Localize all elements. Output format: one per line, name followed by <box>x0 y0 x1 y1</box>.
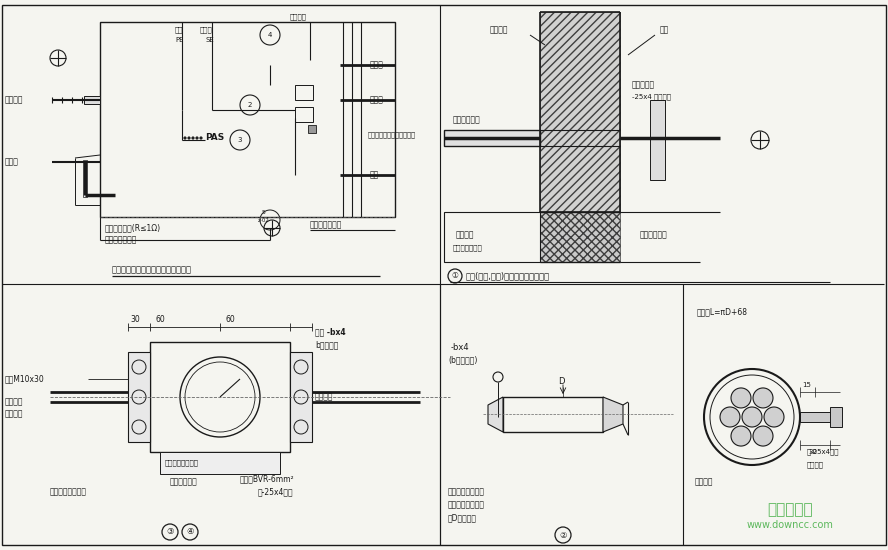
Circle shape <box>192 137 194 139</box>
Text: ②: ② <box>559 531 567 540</box>
Bar <box>800 412 840 422</box>
Text: 金属铠装电缆: 金属铠装电缆 <box>453 116 480 124</box>
Bar <box>540 212 620 262</box>
Circle shape <box>200 137 202 139</box>
Text: 或-25x4扁钢: 或-25x4扁钢 <box>258 487 294 497</box>
Polygon shape <box>603 397 623 432</box>
Text: 焊接或通过接地端子板连接: 焊接或通过接地端子板连接 <box>368 131 416 138</box>
Text: 可利用基础钢筋: 可利用基础钢筋 <box>105 235 138 245</box>
Text: 预埋套管: 预埋套管 <box>490 25 509 35</box>
Text: 螺栓M10x30: 螺栓M10x30 <box>5 375 44 383</box>
Bar <box>150 342 290 452</box>
Bar <box>84 96 100 104</box>
Circle shape <box>753 426 773 446</box>
Text: 抱箍 -bx4: 抱箍 -bx4 <box>315 327 345 337</box>
Circle shape <box>187 137 190 139</box>
Text: www.downcc.com: www.downcc.com <box>747 520 834 530</box>
Circle shape <box>195 137 198 139</box>
Text: （由工程选定）: （由工程选定） <box>453 245 483 251</box>
Bar <box>83 160 87 197</box>
Text: 4: 4 <box>268 32 273 38</box>
Text: (b由设计定): (b由设计定) <box>448 355 478 365</box>
Text: 浪涌过电压防护器: 浪涌过电压防护器 <box>165 460 199 466</box>
Text: 油管: 油管 <box>370 170 379 179</box>
Bar <box>650 100 665 180</box>
Text: 30: 30 <box>130 315 139 323</box>
Text: ④: ④ <box>186 527 194 536</box>
Text: 各种管线防雷等电位连接平面示意图: 各种管线防雷等电位连接平面示意图 <box>112 266 192 274</box>
Text: 计算机: 计算机 <box>200 27 213 34</box>
Text: 电缆(电力,信号)进户等电位连接做法: 电缆(电力,信号)进户等电位连接做法 <box>466 272 551 280</box>
Text: D: D <box>558 377 565 387</box>
Text: -25x4 镀锌扁钢: -25x4 镀锌扁钢 <box>632 94 671 100</box>
Text: ①: ① <box>452 272 458 280</box>
Text: b由设计定: b由设计定 <box>315 340 338 349</box>
Text: z-02: z-02 <box>258 217 270 223</box>
Bar <box>128 352 150 442</box>
Text: 预埋钢板: 预埋钢板 <box>456 230 474 239</box>
Polygon shape <box>488 397 503 432</box>
Circle shape <box>184 137 186 139</box>
Text: 圆抱箍L=πD+68: 圆抱箍L=πD+68 <box>697 307 748 316</box>
Circle shape <box>720 407 740 427</box>
Text: 5: 5 <box>262 210 266 215</box>
Bar <box>160 452 280 474</box>
Text: 接线鼻子: 接线鼻子 <box>5 398 23 406</box>
Text: 焊接: 焊接 <box>660 25 670 35</box>
Text: 计量表或阀门: 计量表或阀门 <box>170 477 198 487</box>
Text: 金属铠装电缆外皮: 金属铠装电缆外皮 <box>448 487 485 497</box>
Circle shape <box>764 407 784 427</box>
Bar <box>503 397 603 432</box>
Bar <box>444 212 540 262</box>
Text: 跨接线BVR-6mm²: 跨接线BVR-6mm² <box>240 475 295 483</box>
Circle shape <box>731 388 751 408</box>
Circle shape <box>742 407 762 427</box>
Bar <box>830 407 842 427</box>
Text: 接地连接线: 接地连接线 <box>632 80 655 90</box>
Text: 下水管: 下水管 <box>5 157 19 167</box>
Circle shape <box>731 426 751 446</box>
Text: 建筑物内部钢筋: 建筑物内部钢筋 <box>310 221 343 229</box>
Bar <box>444 130 540 146</box>
Text: 电缆芯线: 电缆芯线 <box>695 477 713 487</box>
Text: 3: 3 <box>238 137 242 143</box>
Bar <box>290 352 312 442</box>
Text: 电话: 电话 <box>175 27 184 34</box>
Text: ③: ③ <box>166 527 174 536</box>
Bar <box>295 85 313 100</box>
Text: 30: 30 <box>808 449 817 455</box>
Text: 由设计定: 由设计定 <box>5 410 23 419</box>
Text: -bx4: -bx4 <box>451 343 470 351</box>
Bar <box>100 22 395 217</box>
Bar <box>295 107 313 122</box>
Text: 或-25x4扁钢: 或-25x4扁钢 <box>807 449 839 455</box>
Text: 燃气管: 燃气管 <box>370 96 384 104</box>
Text: 金属管道: 金属管道 <box>315 393 334 402</box>
Text: 浪涌过电压防护器: 浪涌过电压防护器 <box>50 487 87 497</box>
Text: 15: 15 <box>802 382 811 388</box>
Text: （D－直径）: （D－直径） <box>448 514 477 522</box>
Text: 60: 60 <box>225 315 234 323</box>
Circle shape <box>753 388 773 408</box>
Text: 绿色资源网: 绿色资源网 <box>767 503 813 518</box>
Text: 电力电缆: 电力电缆 <box>5 96 23 104</box>
Text: PAS: PAS <box>205 134 225 142</box>
Text: PE: PE <box>175 37 184 43</box>
Text: 或小直径金属管道: 或小直径金属管道 <box>448 500 485 509</box>
Text: 给水管: 给水管 <box>370 60 384 69</box>
Bar <box>308 125 316 133</box>
Bar <box>540 12 620 212</box>
Text: 60: 60 <box>155 315 165 323</box>
Text: SE: SE <box>205 37 214 43</box>
Text: 接线鼻子: 接线鼻子 <box>807 461 824 468</box>
Text: 计量表计: 计量表计 <box>290 14 307 20</box>
Text: 共用接地装置(R≤1Ω): 共用接地装置(R≤1Ω) <box>105 223 161 233</box>
Text: 内填防水油膏: 内填防水油膏 <box>640 230 668 239</box>
Text: 2: 2 <box>248 102 252 108</box>
